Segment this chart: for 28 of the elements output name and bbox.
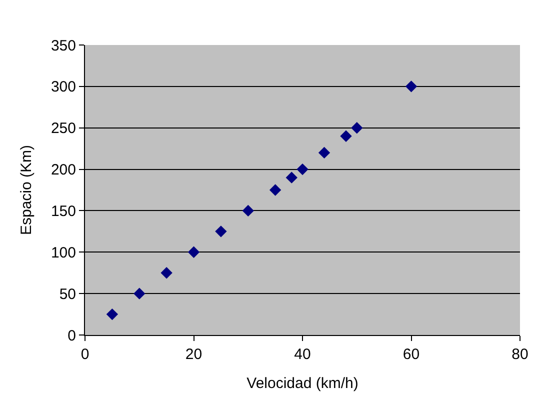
x-tick-label: 0	[80, 346, 90, 363]
point	[188, 246, 200, 258]
x-axis-title: Velocidad (km/h)	[246, 375, 358, 392]
point	[106, 308, 118, 320]
point	[340, 130, 352, 142]
point	[160, 267, 172, 279]
point	[215, 226, 227, 238]
x-tick-label: 80	[512, 346, 528, 363]
point	[242, 204, 254, 217]
x-tick-label: 20	[185, 346, 202, 363]
y-tick-label: 200	[50, 162, 76, 179]
y-tick-label: 150	[50, 202, 76, 220]
y-tick-label: 0	[68, 327, 76, 344]
point	[405, 80, 418, 92]
x-tick-label: 60	[402, 346, 420, 363]
point	[269, 184, 282, 196]
point	[296, 163, 308, 176]
point	[351, 122, 363, 134]
y-tick-label: 250	[50, 120, 76, 138]
y-tick-label: 300	[50, 78, 76, 96]
point	[134, 288, 146, 300]
point	[318, 146, 330, 159]
y-tick-label: 350	[50, 37, 76, 54]
point	[286, 172, 298, 184]
y-axis-title: Espacio (Km)	[18, 144, 36, 236]
y-tick-label: 100	[50, 244, 76, 262]
x-tick-label: 40	[294, 346, 311, 363]
y-tick-label: 50	[59, 286, 76, 303]
